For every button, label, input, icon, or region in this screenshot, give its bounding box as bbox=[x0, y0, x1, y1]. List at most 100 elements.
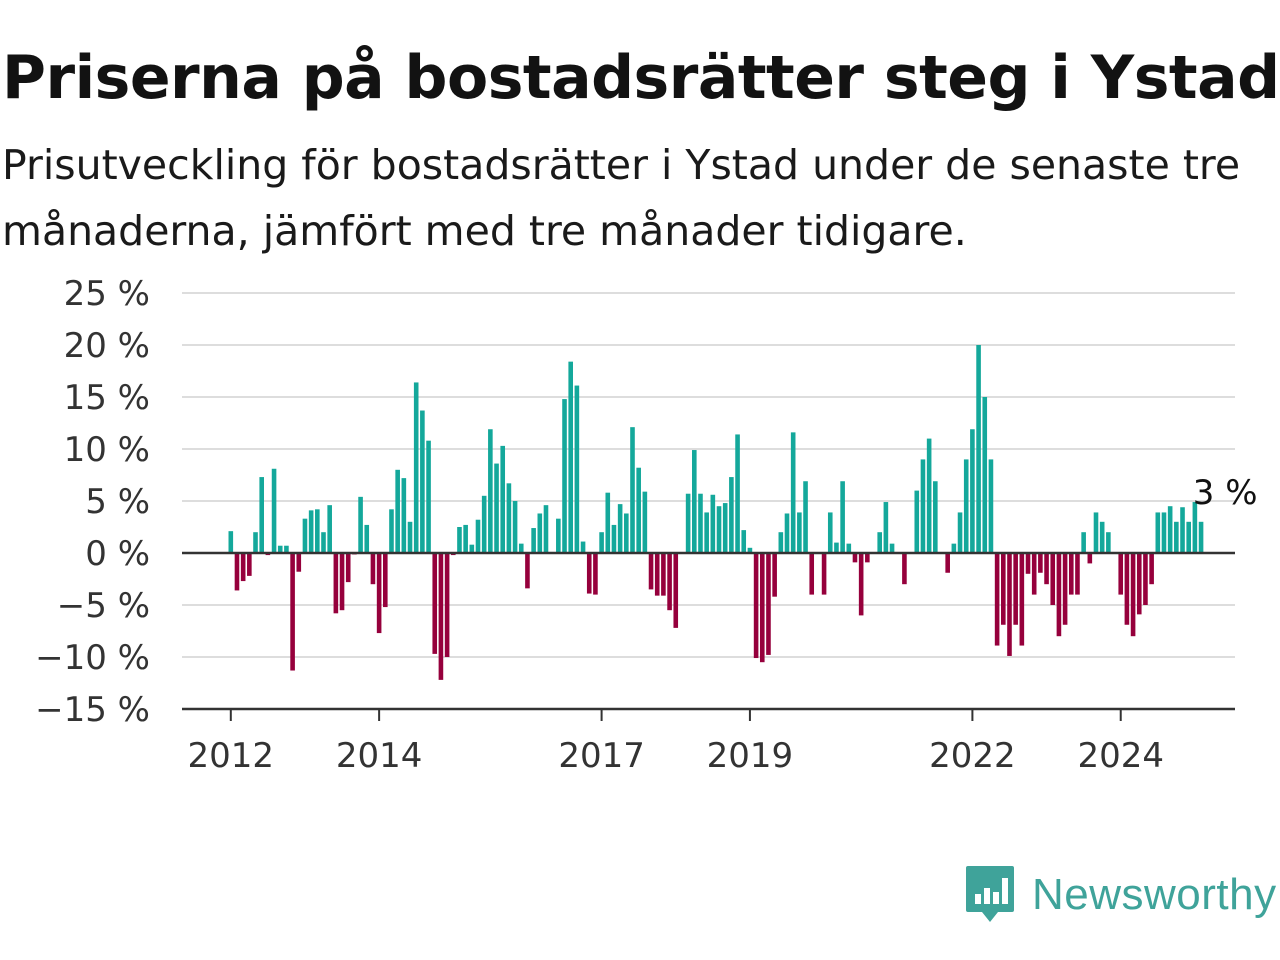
bar bbox=[933, 481, 938, 553]
bar bbox=[778, 532, 784, 553]
bar bbox=[1124, 553, 1130, 625]
bar bbox=[506, 483, 512, 553]
bar bbox=[1155, 512, 1161, 553]
x-axis-ticks: 2012 2014 2017 2019 2022 2024 bbox=[188, 709, 1164, 776]
bar bbox=[1174, 521, 1179, 553]
bar bbox=[1025, 553, 1031, 574]
bar bbox=[920, 459, 926, 553]
y-tick-label: −10 % bbox=[35, 638, 150, 678]
bar bbox=[759, 553, 765, 663]
bar bbox=[259, 477, 264, 553]
bar bbox=[407, 521, 413, 553]
bar bbox=[1001, 553, 1006, 625]
bar bbox=[994, 553, 1000, 646]
bar bbox=[735, 434, 740, 553]
bar bbox=[234, 553, 240, 591]
bar bbox=[722, 503, 728, 553]
bar bbox=[599, 532, 604, 553]
y-tick-label: −5 % bbox=[57, 586, 150, 626]
bar bbox=[741, 530, 747, 553]
bar bbox=[512, 501, 518, 553]
y-tick-label: 0 % bbox=[85, 534, 150, 574]
bar bbox=[333, 553, 339, 614]
bar bbox=[784, 513, 790, 553]
bar bbox=[1075, 553, 1080, 595]
bar bbox=[284, 545, 289, 553]
bar bbox=[772, 553, 777, 597]
bar bbox=[1062, 553, 1068, 625]
bar bbox=[1007, 553, 1012, 656]
bar bbox=[1081, 532, 1086, 553]
bar bbox=[957, 512, 963, 553]
bar bbox=[1087, 553, 1093, 564]
axes bbox=[182, 551, 1235, 711]
bar bbox=[667, 553, 672, 611]
bar bbox=[809, 553, 815, 595]
x-tick-label: 2017 bbox=[558, 736, 645, 776]
bar bbox=[389, 509, 394, 553]
bar bbox=[531, 528, 536, 553]
bar bbox=[420, 410, 425, 553]
bar bbox=[364, 524, 370, 553]
bar bbox=[803, 481, 808, 553]
bar bbox=[914, 490, 920, 553]
bar bbox=[228, 531, 234, 553]
brand-name: Newsworthy bbox=[1032, 870, 1277, 919]
bar bbox=[339, 553, 345, 611]
bar bbox=[1106, 532, 1111, 553]
bar bbox=[253, 532, 258, 553]
bar bbox=[889, 543, 895, 553]
bar bbox=[376, 553, 382, 634]
bar bbox=[562, 399, 567, 553]
bar bbox=[277, 545, 283, 553]
bar bbox=[463, 524, 468, 553]
bar bbox=[1186, 521, 1191, 553]
bar bbox=[518, 543, 524, 553]
bar bbox=[1093, 512, 1099, 553]
bar bbox=[345, 553, 351, 583]
bar bbox=[926, 438, 932, 553]
bar bbox=[624, 513, 629, 553]
bar bbox=[574, 385, 580, 553]
bar bbox=[963, 459, 969, 553]
bar bbox=[556, 518, 561, 553]
bar bbox=[753, 553, 759, 659]
bar bbox=[481, 495, 487, 553]
bar bbox=[469, 544, 475, 553]
bar bbox=[951, 543, 957, 553]
bar bbox=[432, 553, 438, 654]
y-tick-label: 20 % bbox=[64, 326, 150, 366]
bar bbox=[858, 553, 864, 616]
bar bbox=[543, 505, 549, 553]
bar bbox=[704, 512, 709, 553]
bar bbox=[877, 532, 882, 553]
bar bbox=[1136, 553, 1142, 615]
bar bbox=[654, 553, 660, 596]
bar bbox=[525, 553, 530, 589]
bar bbox=[494, 463, 499, 553]
y-tick-label: −15 % bbox=[35, 690, 150, 730]
bar bbox=[302, 518, 308, 553]
bar bbox=[586, 553, 592, 594]
bar bbox=[865, 553, 870, 563]
bar bbox=[568, 361, 573, 553]
bar bbox=[444, 553, 450, 657]
bar bbox=[636, 467, 641, 553]
newsworthy-logo-icon bbox=[966, 866, 1014, 922]
last-value-label: 3 % bbox=[1193, 473, 1258, 513]
bar bbox=[370, 553, 376, 585]
bar bbox=[457, 527, 462, 553]
bar bbox=[593, 553, 598, 595]
bar bbox=[290, 553, 295, 671]
bar bbox=[766, 553, 771, 655]
bar bbox=[1038, 553, 1043, 573]
bar bbox=[630, 427, 635, 553]
bar bbox=[976, 345, 981, 553]
bar bbox=[1056, 553, 1062, 637]
bar bbox=[1044, 553, 1049, 585]
bar bbox=[500, 445, 506, 553]
bar bbox=[1130, 553, 1136, 637]
x-tick-label: 2024 bbox=[1077, 736, 1164, 776]
brand-logo: Newsworthy bbox=[964, 864, 1277, 926]
y-tick-label: 10 % bbox=[64, 430, 150, 470]
